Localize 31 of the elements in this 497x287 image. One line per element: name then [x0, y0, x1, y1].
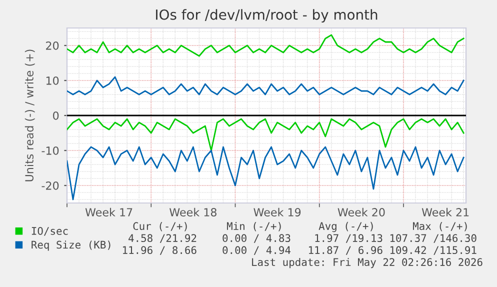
text: 107.37 /146.30 — [390, 234, 476, 243]
text: 109.42 /115.91 — [390, 246, 476, 255]
y-tick-label: 10 — [46, 76, 59, 85]
line-series — [67, 34, 464, 57]
y-tick-label: 0 — [53, 111, 59, 120]
y-tick-label: -20 — [42, 181, 59, 190]
legend-label: IO/sec — [32, 227, 68, 236]
line-series — [67, 118, 464, 152]
text: 0.00 / 4.83 — [222, 234, 290, 243]
x-tick-label: Week 20 — [338, 208, 385, 216]
text: 4.58 /21.92 — [128, 234, 196, 243]
text: Min (-/+) — [226, 222, 281, 232]
chart-title: IOs for /dev/lvm/root - by month — [156, 9, 378, 23]
x-tick-label: Week 17 — [85, 208, 132, 216]
text: 0.00 / 4.94 — [222, 246, 291, 255]
x-tick-label: Week 19 — [254, 208, 301, 216]
text: Avg (-/+) — [318, 222, 373, 232]
x-tick-label: Week 18 — [170, 208, 216, 216]
text: 1.97 /19.13 — [315, 234, 382, 243]
text: Max (-/+) — [412, 222, 467, 232]
line-series — [67, 76, 464, 96]
y-tick-label: -10 — [42, 146, 59, 155]
text: Cur (-/+) — [133, 222, 187, 232]
x-tick-label: Week 21 — [422, 208, 469, 216]
line-series — [67, 146, 464, 200]
text: 11.96 / 8.66 — [123, 246, 196, 255]
y-tick-label: 20 — [46, 41, 59, 50]
text: Last update: Fri May 22 02:26:16 2026 — [252, 258, 482, 268]
text: 11.87 / 6.96 — [309, 246, 382, 255]
legend-label: Req Size (KB) — [32, 240, 110, 251]
y-axis-title: Units read (-) / write (+) — [24, 50, 35, 182]
